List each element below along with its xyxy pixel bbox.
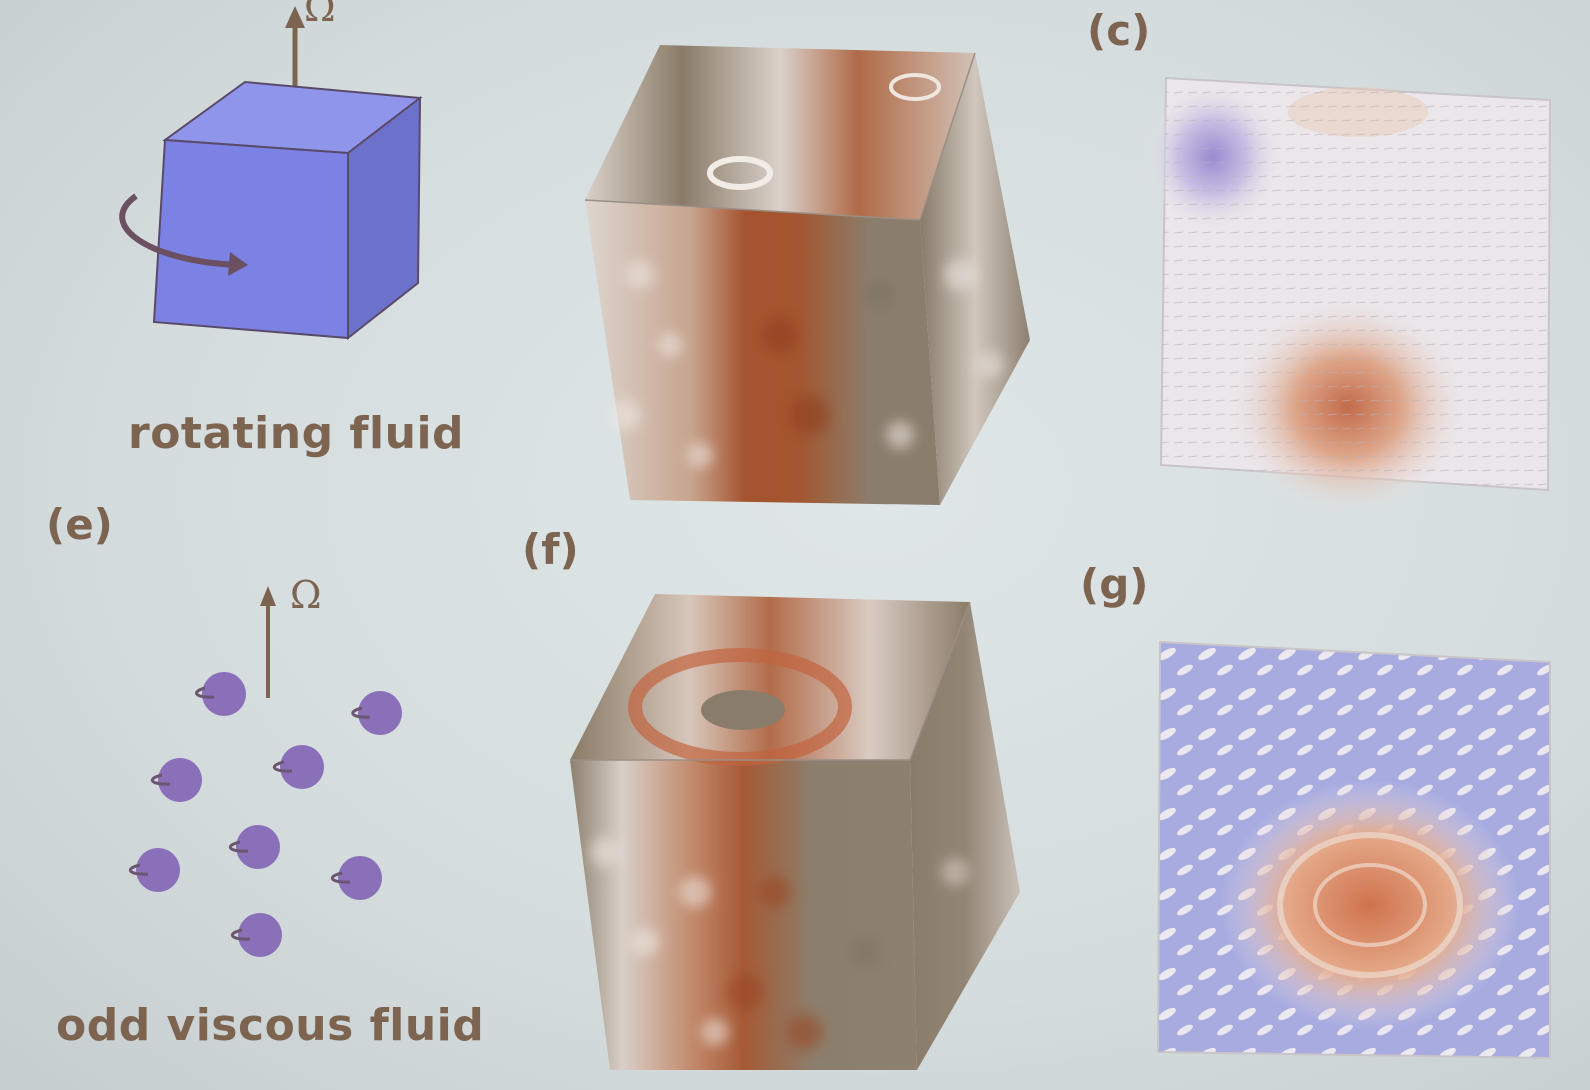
panel-label-g: (g) (1080, 560, 1149, 609)
odd-viscous-2d-field (1156, 640, 1551, 1060)
omega-symbol-top: Ω (304, 0, 336, 30)
particle (272, 745, 324, 789)
cube-front-face (152, 138, 349, 340)
rotating-fluid-2d-field (1143, 76, 1552, 517)
rotation-arrow (119, 193, 241, 268)
omega-arrow-head-bottom (260, 586, 276, 606)
cube-b-top-face (585, 45, 975, 220)
vortex-ring-f (628, 648, 852, 766)
particle (351, 691, 402, 735)
particle (330, 856, 382, 900)
particle (228, 825, 280, 869)
panel-label-c: (c) (1087, 6, 1151, 55)
cube-f-right-face (910, 602, 1020, 1070)
rotating-cube-diagram (119, 6, 423, 341)
field-g-positive-vortex (1220, 780, 1520, 1030)
particle-group (128, 672, 402, 957)
cube-b-front-face (585, 200, 940, 505)
particle (128, 848, 180, 892)
rotating-fluid-3d-field (584, 45, 1030, 505)
panel-label-f: (f) (522, 525, 579, 574)
caption-odd-viscous-fluid: odd viscous fluid (56, 1000, 485, 1051)
cube-f-top-face (570, 594, 970, 760)
particle (150, 758, 202, 802)
vortex-core-b (707, 156, 773, 190)
vortex-ring-b (889, 73, 941, 101)
omega-symbol-bottom: Ω (290, 573, 322, 617)
caption-rotating-fluid: rotating fluid (128, 408, 465, 459)
cube-right-face (347, 95, 422, 341)
particle (195, 672, 246, 716)
cube-f-front-face (570, 760, 917, 1070)
panel-label-e: (e) (46, 500, 113, 549)
odd-viscous-3d-field (570, 594, 1020, 1070)
particle (230, 913, 282, 957)
omega-arrow-head (285, 6, 305, 28)
rotation-arrow-head (228, 252, 248, 276)
vortex-core-f (701, 690, 785, 730)
odd-viscous-particles-diagram (128, 586, 402, 957)
